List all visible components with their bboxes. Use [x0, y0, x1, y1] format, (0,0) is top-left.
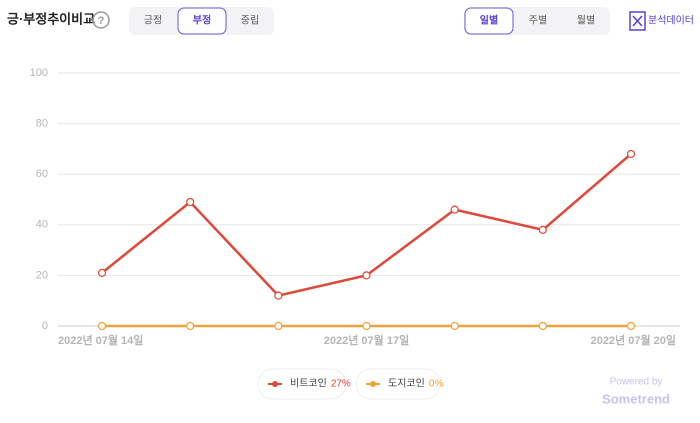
- excel-icon: [629, 11, 646, 31]
- point: [186, 197, 195, 207]
- tab[interactable]: 긍정: [144, 15, 162, 27]
- powered-by: Powered by: [610, 377, 663, 388]
- point: [274, 321, 283, 331]
- point: [626, 149, 636, 159]
- legend-pill[interactable]: [355, 368, 441, 400]
- excel-icon-x: [632, 15, 643, 27]
- point: [538, 225, 547, 234]
- point: [362, 321, 371, 331]
- point: [97, 268, 107, 277]
- point: [274, 291, 283, 300]
- tab[interactable]: 일별: [480, 14, 498, 27]
- x-tick-label: 2022년 07월 17일: [324, 333, 409, 347]
- data-button[interactable]: 분석데이터: [629, 11, 694, 31]
- y-tick-label: 0: [42, 320, 48, 332]
- y-tick-label: 80: [36, 118, 48, 130]
- title: 긍·부정추이비교: [7, 11, 95, 26]
- data-button-text: 분석데이터: [648, 15, 694, 27]
- legend-label: 도지코인: [388, 378, 425, 390]
- legend-pill[interactable]: [257, 368, 347, 400]
- y-tick-label: 60: [36, 168, 48, 180]
- tab[interactable]: 부정: [193, 14, 211, 27]
- legend-share: 27%: [331, 379, 351, 390]
- tab-selected: [464, 7, 514, 35]
- x-tick-label: 2022년 07월 14일: [58, 333, 143, 347]
- point: [97, 321, 107, 331]
- help-icon[interactable]: [92, 11, 110, 29]
- point: [626, 321, 636, 331]
- tab[interactable]: 주별: [529, 15, 547, 27]
- x-tick-label: 2022년 07월 20일: [591, 333, 676, 347]
- point: [538, 321, 547, 331]
- tab[interactable]: 월별: [577, 15, 595, 27]
- legend-label: 비트코인: [290, 378, 327, 390]
- y-tick-label: 40: [36, 219, 48, 231]
- legend-swatch-dot: [272, 381, 278, 387]
- y-tick-label: 20: [36, 269, 48, 281]
- point: [186, 321, 195, 331]
- point: [362, 271, 371, 280]
- point: [450, 321, 459, 331]
- tab-selected: [177, 7, 227, 35]
- help-text: ?: [98, 15, 105, 27]
- point: [450, 205, 459, 214]
- legend-swatch-dot: [370, 381, 376, 387]
- y-tick-label: 100: [30, 67, 48, 79]
- legend-share: 0%: [429, 379, 444, 390]
- brand: Sometrend: [602, 391, 670, 406]
- tab[interactable]: 중립: [241, 14, 259, 27]
